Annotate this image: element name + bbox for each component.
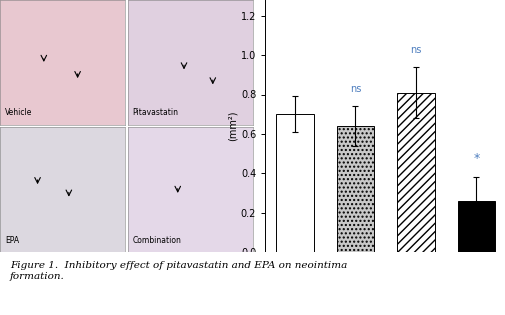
- Bar: [396, 93, 434, 252]
- Text: EPA: EPA: [5, 236, 19, 244]
- Text: Figure 1.  Inhibitory effect of pitavastatin and EPA on neointima
formation.: Figure 1. Inhibitory effect of pitavasta…: [10, 261, 347, 281]
- Text: Pitavastatin: Pitavastatin: [132, 108, 178, 117]
- Text: Combination: Combination: [132, 236, 181, 244]
- Text: ns: ns: [349, 84, 361, 94]
- Y-axis label: (mm²): (mm²): [228, 111, 237, 141]
- Text: ns: ns: [410, 45, 421, 55]
- Bar: [276, 114, 313, 252]
- Bar: [457, 201, 494, 252]
- Text: *: *: [472, 152, 478, 165]
- Text: Vehicle: Vehicle: [5, 108, 32, 117]
- Bar: [336, 126, 373, 252]
